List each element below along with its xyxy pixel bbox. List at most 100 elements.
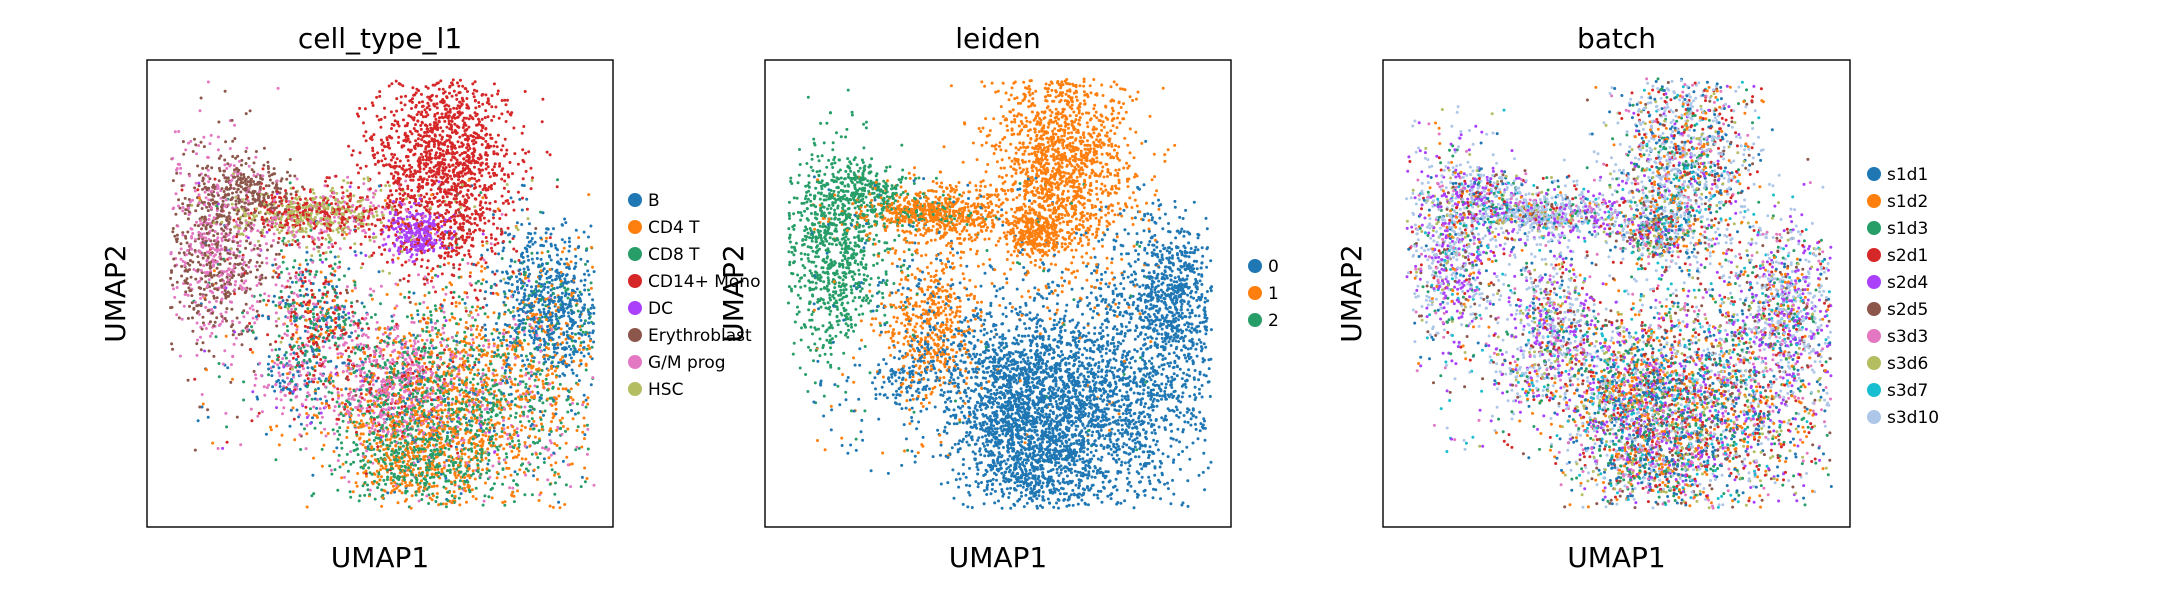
umap-point (323, 379, 327, 383)
umap-point (243, 201, 247, 205)
umap-point (379, 221, 383, 225)
umap-point (293, 438, 297, 442)
umap-point (272, 206, 276, 210)
umap-point (553, 296, 557, 299)
umap-point (400, 422, 404, 426)
umap-point (554, 401, 558, 405)
umap-point (491, 213, 495, 217)
umap-point (490, 105, 494, 109)
umap-point (414, 493, 418, 497)
umap-point (429, 370, 433, 373)
umap-point (349, 372, 353, 376)
umap-point (299, 316, 303, 319)
umap-point (487, 459, 491, 462)
umap-point (290, 337, 294, 341)
umap-point (433, 238, 437, 242)
umap-point (386, 430, 390, 434)
umap-point (201, 223, 205, 227)
umap-point (572, 359, 576, 363)
umap-point (476, 212, 480, 216)
umap-point (582, 437, 586, 441)
umap-point (380, 488, 384, 492)
umap-point (481, 305, 485, 309)
umap-point (430, 276, 434, 280)
umap-point (249, 229, 253, 233)
umap-point (274, 311, 278, 315)
umap-point (555, 317, 559, 321)
umap-point (505, 466, 509, 470)
umap-point (591, 303, 594, 307)
umap-point (295, 293, 299, 297)
umap-point (376, 436, 380, 440)
umap-point (454, 221, 458, 224)
umap-point (576, 411, 580, 415)
umap-point (455, 343, 459, 347)
umap-point (390, 398, 394, 401)
umap-point (207, 193, 211, 197)
umap-point (592, 340, 596, 344)
umap-point (270, 193, 274, 197)
umap-point (408, 167, 411, 171)
umap-point (359, 459, 363, 463)
umap-point (344, 318, 348, 321)
umap-point (356, 472, 360, 475)
umap-point (248, 321, 252, 325)
umap-point (475, 335, 479, 339)
umap-point (446, 145, 450, 148)
umap-point (587, 344, 590, 348)
umap-point (258, 293, 262, 297)
umap-point (579, 328, 583, 332)
umap-point (341, 462, 345, 466)
umap-point (362, 424, 366, 428)
umap-point (552, 227, 555, 231)
umap-point (366, 354, 370, 358)
umap-point (469, 447, 473, 451)
umap-point (197, 303, 200, 307)
umap-point (525, 311, 529, 314)
umap-point (306, 330, 310, 334)
umap-point (471, 82, 475, 86)
umap-point (435, 492, 439, 495)
umap-point (486, 389, 490, 392)
umap-point (378, 218, 382, 222)
umap-point (324, 331, 328, 334)
umap-point (530, 237, 534, 240)
umap-point (366, 380, 370, 384)
umap-point (481, 433, 485, 437)
umap-point (408, 140, 412, 144)
umap-point (319, 270, 323, 274)
umap-point (427, 175, 431, 179)
umap-point (570, 368, 574, 372)
umap-point (510, 326, 514, 330)
umap-point (489, 392, 493, 396)
umap-point (411, 86, 415, 90)
umap-point (372, 438, 376, 442)
umap-point (435, 106, 439, 110)
umap-point (391, 208, 394, 212)
umap-point (293, 174, 297, 178)
umap-point (398, 459, 402, 463)
umap-point (558, 446, 562, 450)
umap-point (294, 271, 298, 275)
umap-point (493, 390, 496, 393)
umap-point (484, 126, 488, 130)
umap-point (386, 358, 390, 362)
umap-point (464, 359, 468, 363)
umap-point (194, 209, 198, 213)
umap-point (277, 443, 281, 447)
umap-point (207, 349, 211, 353)
umap-point (527, 294, 531, 298)
umap-point (392, 218, 395, 222)
umap-point (395, 109, 399, 113)
umap-point (449, 444, 453, 448)
umap-point (474, 486, 478, 490)
umap-point (340, 393, 344, 397)
umap-point (523, 405, 527, 409)
umap-point (523, 338, 526, 342)
umap-point (515, 472, 519, 476)
umap-point (274, 283, 278, 287)
umap-point (507, 202, 511, 205)
umap-point (381, 243, 385, 247)
umap-point (455, 97, 459, 101)
umap-point (274, 271, 278, 275)
